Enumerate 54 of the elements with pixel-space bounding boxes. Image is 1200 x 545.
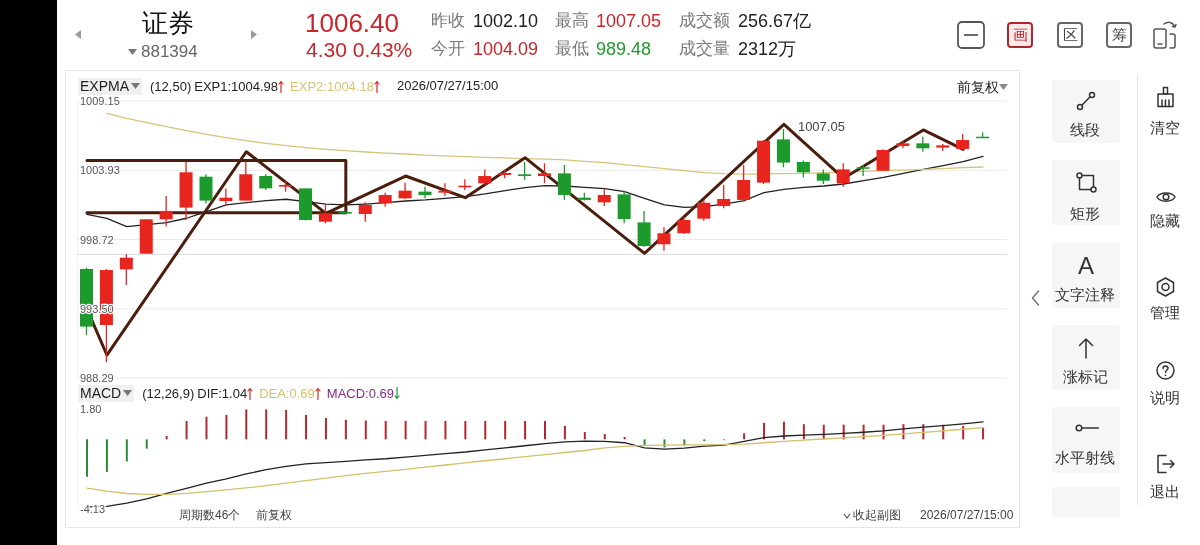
text: DIF:1.04 — [197, 385, 248, 401]
text: DEA:0.69 — [259, 385, 315, 401]
text: 4.30 0.43% — [306, 38, 413, 63]
text: 前复权 — [957, 79, 999, 96]
text: EXP1:1004.98 — [194, 78, 279, 94]
text: 成交量 — [679, 39, 730, 59]
text: MACD:0.69 — [326, 385, 394, 401]
annotation: 1007.05 — [797, 118, 845, 134]
text: 1002.10 — [473, 11, 539, 32]
text: 水平射线 — [1055, 449, 1115, 467]
dropdown-button: MACD — [78, 384, 135, 402]
text: 说明 — [1150, 389, 1180, 407]
text: 文字注释 — [1055, 286, 1115, 304]
dropdown-button: EXPMA — [78, 77, 142, 95]
text: A — [1077, 252, 1095, 280]
legend-title: EXPMA — [80, 78, 130, 94]
text: (12,50) — [150, 78, 192, 94]
legend-title: MACD — [80, 385, 122, 401]
y-tick-label: 988.29 — [80, 372, 114, 384]
text: 256.67亿 — [738, 11, 812, 32]
y-tick-label: 1009.15 — [80, 95, 120, 107]
text: 1007.05 — [596, 11, 662, 32]
text: 隐藏 — [1150, 212, 1180, 230]
text: 2312万 — [738, 39, 797, 60]
chart-subtitle: 881394 — [141, 42, 198, 62]
text: 最高 — [555, 11, 589, 31]
text: 1006.40 — [305, 8, 399, 39]
text: 线段 — [1070, 121, 1100, 139]
text: 今开 — [431, 39, 465, 59]
y-tick-label: 998.72 — [80, 233, 114, 246]
text: 管理 — [1150, 304, 1180, 322]
annotation: 2026/07/27/15:00 — [920, 508, 1014, 523]
annotation: 收起副图 — [853, 508, 901, 523]
text: 昨收 — [431, 11, 465, 31]
text: 最低 — [555, 39, 589, 59]
y-tick-label: 993.50 — [80, 302, 114, 315]
y-tick-label: 1.80 — [80, 403, 102, 415]
text: 区 — [1062, 26, 1078, 44]
text: 清空 — [1150, 119, 1180, 137]
text: 矩形 — [1070, 205, 1100, 223]
text: 成交额 — [679, 11, 730, 31]
text: (12,26,9) — [142, 385, 195, 401]
y-tick-label: 1003.93 — [80, 164, 120, 177]
text: 退出 — [1150, 483, 1180, 501]
text: 涨标记 — [1062, 368, 1108, 386]
text: 画 — [1012, 26, 1028, 44]
annotation: 周期数46个 — [179, 508, 241, 523]
annotation: 前复权 — [256, 508, 292, 523]
text: 989.48 — [596, 39, 652, 60]
chart-title: 证券 — [142, 8, 194, 39]
text: 筹 — [1111, 26, 1127, 44]
text: 2026/07/27/15:00 — [397, 78, 499, 94]
text: 1004.09 — [473, 39, 539, 60]
text: EXP2:1004.18 — [290, 78, 374, 94]
